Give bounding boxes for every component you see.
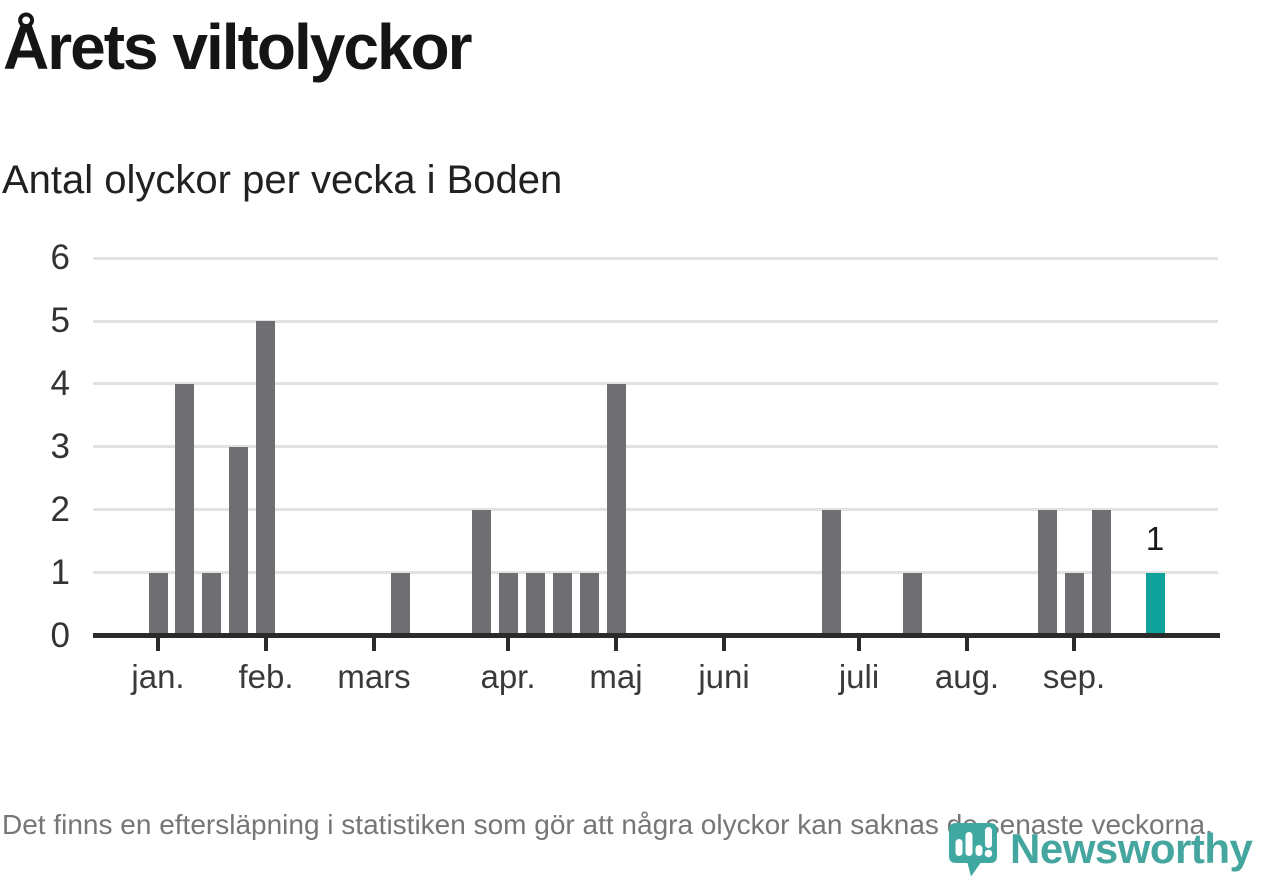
month-label-jan: jan. — [131, 658, 185, 695]
gridline-y-5 — [93, 319, 1218, 323]
gridline-y-1 — [93, 571, 1218, 575]
y-axis-label-2: 2 — [50, 489, 70, 529]
y-axis-label-4: 4 — [50, 363, 70, 403]
y-axis-label-1: 1 — [50, 552, 70, 592]
bar-week-1 — [149, 573, 168, 636]
x-tick-juli — [857, 638, 861, 651]
bar-week-17 — [580, 573, 599, 636]
month-label-juni: juni — [698, 658, 750, 695]
footnote: Det finns en eftersläpning i statistiken… — [2, 809, 1213, 840]
gridline-y-2 — [93, 508, 1218, 512]
x-tick-feb — [264, 638, 268, 651]
bar-week-16 — [553, 573, 572, 636]
chart-subtitle: Antal olyckor per vecka i Boden — [2, 158, 563, 202]
x-tick-juni — [722, 638, 726, 651]
bar-week-18 — [607, 384, 626, 636]
newsworthy-logo: Newsworthy — [946, 820, 1262, 879]
bar-week-10 — [391, 573, 410, 636]
bar-week-29 — [903, 573, 922, 636]
x-tick-apr — [506, 638, 510, 651]
month-label-maj: maj — [589, 658, 643, 695]
newsworthy-pin-bar-chart-icon — [946, 820, 1000, 878]
gridline-y-4 — [93, 382, 1218, 386]
x-tick-mars — [372, 638, 376, 651]
x-tick-aug — [965, 638, 969, 651]
bar-week-15 — [526, 573, 545, 636]
month-label-aug: aug. — [934, 658, 1000, 695]
bar-week-3 — [202, 573, 221, 636]
bar-week-4 — [229, 447, 248, 636]
bar-week-35 — [1065, 573, 1084, 636]
bar-week-36 — [1092, 510, 1111, 636]
month-label-sep: sep. — [1042, 658, 1106, 695]
bar-week-34 — [1038, 510, 1057, 636]
newsworthy-wordmark: Newsworthy — [1010, 825, 1253, 872]
y-axis-label-3: 3 — [50, 426, 70, 466]
y-axis-label-5: 5 — [50, 301, 70, 340]
y-axis-label-0: 0 — [50, 615, 70, 655]
chart-title: Årets viltolyckor — [3, 11, 473, 83]
x-tick-sep — [1072, 638, 1076, 651]
bar-week-38-highlighted — [1146, 573, 1165, 636]
month-label-apr: apr. — [480, 658, 536, 695]
x-axis-line — [93, 633, 1220, 638]
bar-week-14 — [499, 573, 518, 636]
x-tick-jan — [156, 638, 160, 651]
month-label-mars: mars — [337, 658, 411, 695]
gridline-y-3 — [93, 445, 1218, 449]
x-tick-maj — [614, 638, 618, 651]
bar-week-2 — [175, 384, 194, 636]
highlighted-bar-value-label: 1 — [1145, 520, 1165, 557]
month-label-feb: feb. — [238, 658, 294, 695]
bar-week-13 — [472, 510, 491, 636]
bar-week-5 — [256, 321, 275, 636]
month-label-juli: juli — [838, 658, 880, 695]
y-axis-label-6: 6 — [50, 238, 70, 278]
gridline-y-6 — [93, 256, 1218, 260]
bar-week-26 — [822, 510, 841, 636]
